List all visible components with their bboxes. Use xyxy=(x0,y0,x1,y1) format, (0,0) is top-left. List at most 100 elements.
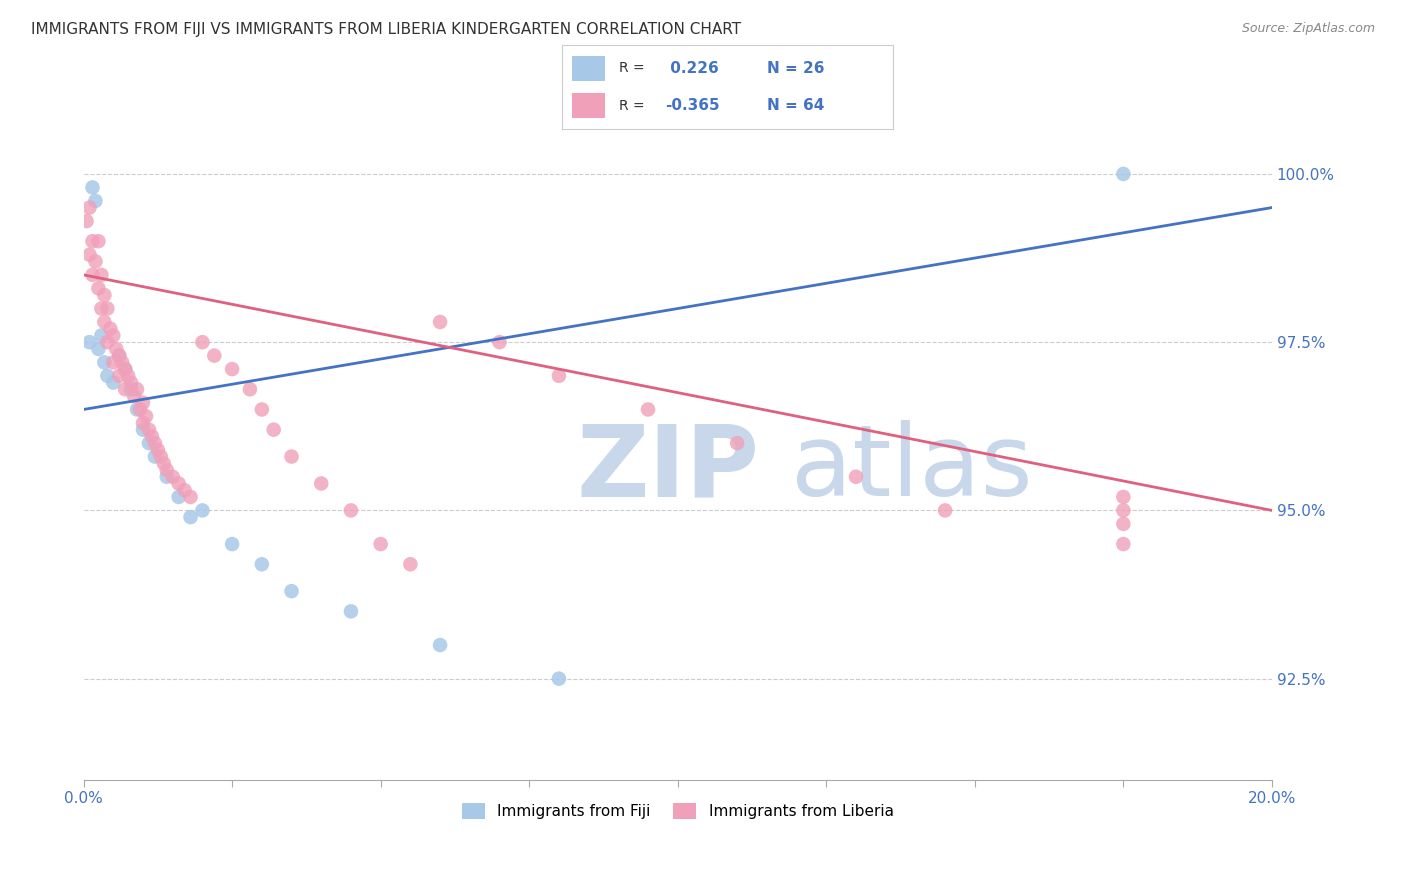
Point xyxy=(103,355,125,369)
Point xyxy=(221,362,243,376)
Text: 0.226: 0.226 xyxy=(665,61,718,76)
Point xyxy=(93,288,115,302)
Point xyxy=(125,382,148,396)
Point xyxy=(845,469,868,483)
Text: IMMIGRANTS FROM FIJI VS IMMIGRANTS FROM LIBERIA KINDERGARTEN CORRELATION CHART: IMMIGRANTS FROM FIJI VS IMMIGRANTS FROM … xyxy=(31,22,741,37)
Point xyxy=(429,638,451,652)
Text: R =: R = xyxy=(619,99,644,112)
Point xyxy=(111,355,134,369)
Bar xyxy=(572,55,606,81)
Point xyxy=(221,537,243,551)
Point xyxy=(637,402,659,417)
Point xyxy=(114,362,136,376)
Point xyxy=(108,349,131,363)
Point xyxy=(82,234,104,248)
Legend: Immigrants from Fiji, Immigrants from Liberia: Immigrants from Fiji, Immigrants from Li… xyxy=(456,797,900,825)
Point xyxy=(103,328,125,343)
Point xyxy=(79,248,101,262)
Point xyxy=(1112,167,1135,181)
Text: R =: R = xyxy=(619,62,644,75)
Point xyxy=(120,376,142,390)
Point xyxy=(429,315,451,329)
Text: Source: ZipAtlas.com: Source: ZipAtlas.com xyxy=(1241,22,1375,36)
Point xyxy=(1112,490,1135,504)
Point xyxy=(132,423,155,437)
Point xyxy=(90,268,112,282)
Point xyxy=(84,194,107,208)
Point xyxy=(93,315,115,329)
Point xyxy=(162,469,184,483)
Point xyxy=(167,490,190,504)
Point xyxy=(79,335,101,350)
Point xyxy=(263,423,285,437)
Point xyxy=(180,510,202,524)
Point xyxy=(280,584,302,599)
Text: atlas: atlas xyxy=(790,420,1032,517)
Text: -0.365: -0.365 xyxy=(665,98,720,113)
Point xyxy=(156,463,179,477)
Point xyxy=(93,355,115,369)
Point xyxy=(309,476,332,491)
Point xyxy=(280,450,302,464)
Point xyxy=(202,349,225,363)
Point xyxy=(82,180,104,194)
Point xyxy=(122,389,145,403)
Point xyxy=(135,409,157,424)
Point xyxy=(548,368,571,383)
Point xyxy=(399,558,422,572)
Point xyxy=(138,423,160,437)
Point xyxy=(1112,537,1135,551)
Point xyxy=(1112,516,1135,531)
Point xyxy=(152,456,174,470)
Point xyxy=(548,672,571,686)
Point xyxy=(87,281,110,295)
Point xyxy=(96,368,118,383)
Point xyxy=(340,604,363,618)
Point xyxy=(90,328,112,343)
Point xyxy=(340,503,363,517)
Point xyxy=(191,335,214,350)
Point xyxy=(1112,503,1135,517)
Point xyxy=(143,436,166,450)
Point xyxy=(149,450,172,464)
Point xyxy=(87,342,110,356)
Point xyxy=(114,362,136,376)
Point xyxy=(96,335,118,350)
Point xyxy=(108,368,131,383)
Point xyxy=(129,402,152,417)
Point xyxy=(103,376,125,390)
Point xyxy=(125,402,148,417)
Point xyxy=(370,537,392,551)
Text: N = 26: N = 26 xyxy=(768,61,825,76)
Point xyxy=(138,436,160,450)
Point xyxy=(143,450,166,464)
Point xyxy=(250,558,273,572)
Point xyxy=(117,368,139,383)
Point xyxy=(934,503,956,517)
Point xyxy=(191,503,214,517)
Point xyxy=(132,396,155,410)
Point xyxy=(250,402,273,417)
Point xyxy=(156,469,179,483)
Point xyxy=(725,436,748,450)
Point xyxy=(146,442,169,457)
Point xyxy=(180,490,202,504)
Point xyxy=(120,382,142,396)
Point xyxy=(167,476,190,491)
Point xyxy=(98,322,121,336)
Point xyxy=(90,301,112,316)
Point xyxy=(87,234,110,248)
Point xyxy=(488,335,510,350)
Point xyxy=(96,301,118,316)
Point xyxy=(132,416,155,430)
Bar xyxy=(572,93,606,119)
Point xyxy=(239,382,262,396)
Point xyxy=(105,342,128,356)
Text: N = 64: N = 64 xyxy=(768,98,825,113)
Text: ZIP: ZIP xyxy=(576,420,759,517)
Point xyxy=(84,254,107,268)
Point xyxy=(114,382,136,396)
Point xyxy=(82,268,104,282)
Point xyxy=(79,201,101,215)
Point xyxy=(173,483,195,498)
